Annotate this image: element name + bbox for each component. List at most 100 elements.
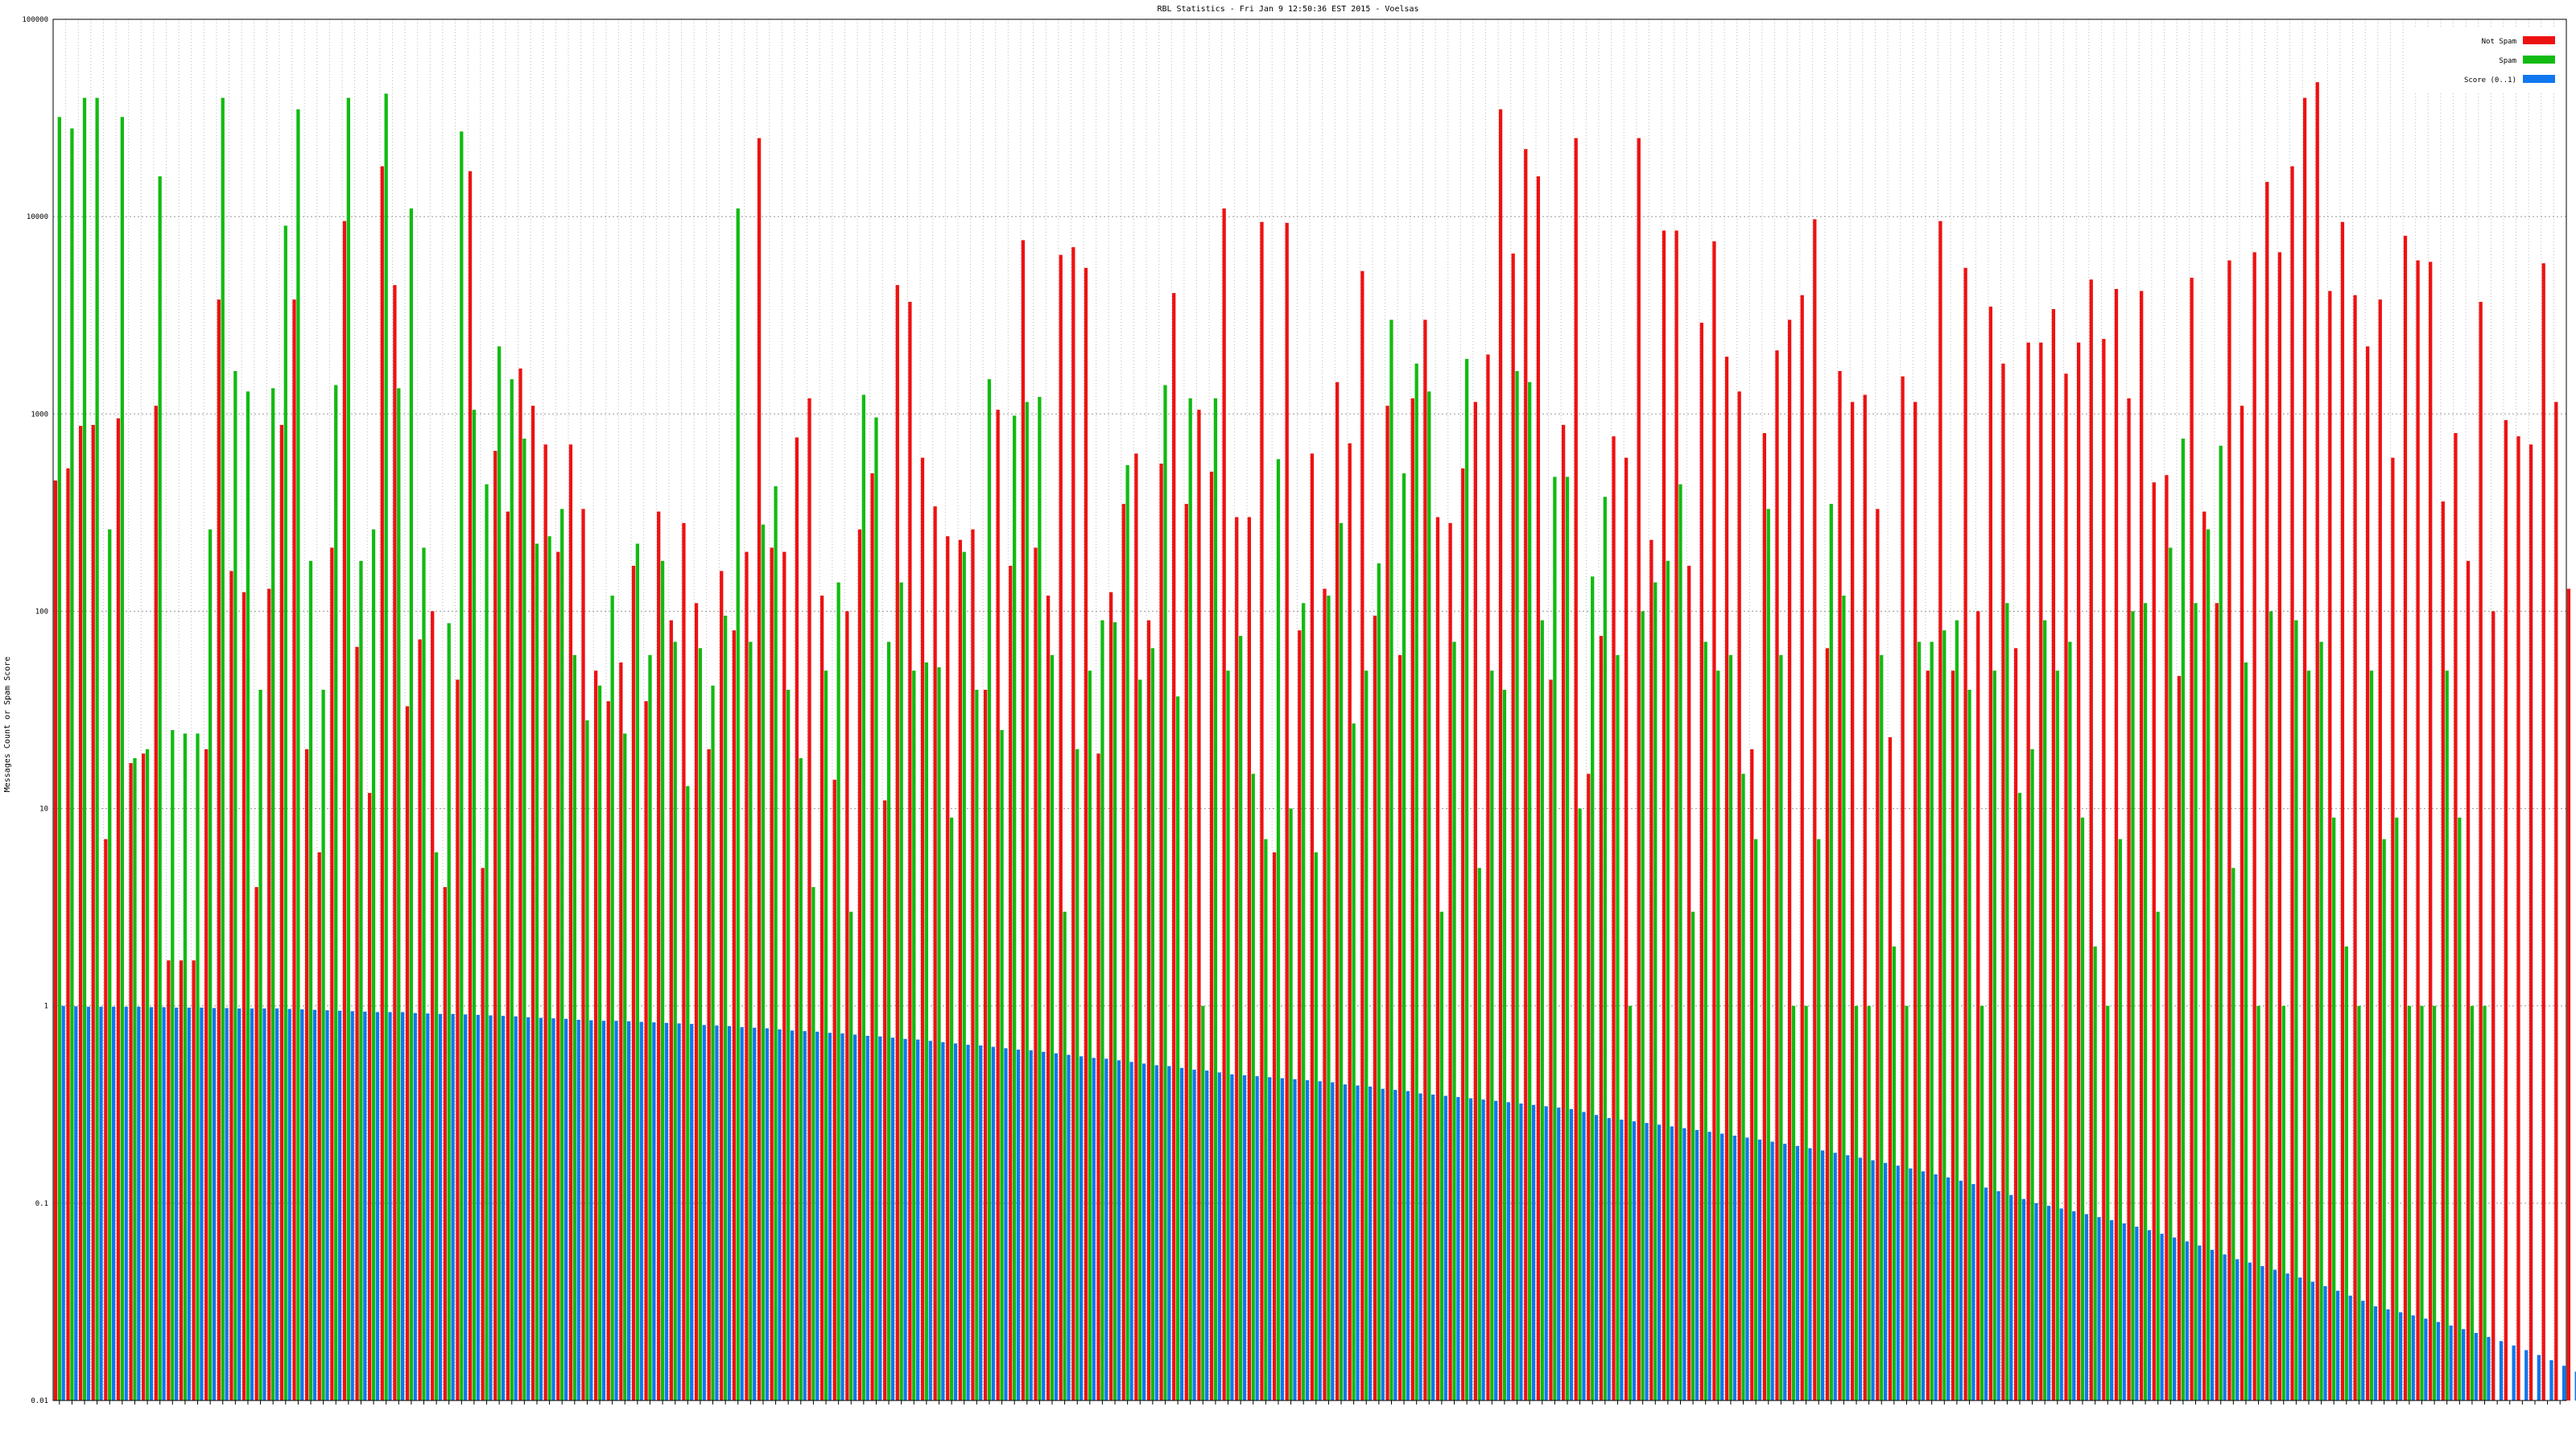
bar-spam: [447, 623, 451, 1400]
bar-spam: [233, 370, 237, 1400]
bar-spam: [861, 394, 865, 1400]
bar-score-0-1: [1846, 1155, 1850, 1400]
bar-spam: [1464, 358, 1469, 1400]
bar-not-spam: [2554, 402, 2558, 1401]
bar-spam: [82, 97, 87, 1401]
bar-not-spam: [79, 426, 83, 1401]
bar-not-spam: [1398, 654, 1402, 1400]
bar-spam: [1754, 839, 1758, 1400]
bar-spam: [2169, 547, 2173, 1400]
bar-spam: [723, 615, 728, 1400]
bar-score-0-1: [1531, 1104, 1536, 1400]
bar-score-0-1: [1443, 1095, 1447, 1400]
bar-spam: [1125, 464, 1129, 1400]
bar-score-0-1: [464, 1014, 468, 1400]
bar-spam: [2206, 529, 2211, 1400]
bar-not-spam: [1084, 267, 1088, 1401]
bar-spam: [2369, 670, 2374, 1400]
bar-not-spam: [1009, 565, 1013, 1400]
bar-spam: [899, 582, 903, 1400]
bar-score-0-1: [2411, 1315, 2415, 1400]
bar-spam: [1150, 648, 1155, 1400]
bar-not-spam: [1536, 176, 1541, 1401]
bar-not-spam: [154, 406, 158, 1401]
bar-score-0-1: [1808, 1148, 1812, 1400]
bar-spam: [886, 641, 891, 1400]
bar-spam: [2319, 641, 2323, 1400]
bar-not-spam: [192, 960, 196, 1400]
bar-score-0-1: [1657, 1124, 1662, 1400]
bar-score-0-1: [2135, 1227, 2139, 1400]
bar-not-spam: [1272, 852, 1277, 1400]
bar-spam: [1728, 654, 1733, 1400]
bar-score-0-1: [162, 1007, 166, 1400]
bar-not-spam: [1046, 596, 1051, 1400]
bar-not-spam: [279, 424, 284, 1400]
bar-not-spam: [807, 398, 811, 1400]
bar-spam: [258, 689, 262, 1400]
bar-spam: [811, 887, 815, 1400]
bar-score-0-1: [225, 1008, 229, 1400]
bar-score-0-1: [564, 1018, 568, 1400]
bar-score-0-1: [1406, 1091, 1410, 1400]
bar-spam: [1188, 398, 1192, 1400]
bar-score-0-1: [1820, 1150, 1825, 1400]
bar-score-0-1: [1921, 1171, 1926, 1400]
bar-score-0-1: [1757, 1139, 1762, 1400]
bar-not-spam: [330, 547, 334, 1400]
bar-score-0-1: [413, 1013, 417, 1400]
bar-not-spam: [983, 689, 988, 1400]
bar-not-spam: [2051, 308, 2056, 1401]
bar-not-spam: [1021, 240, 1026, 1400]
bar-not-spam: [1561, 424, 1566, 1400]
bar-not-spam: [2416, 260, 2420, 1401]
bar-not-spam: [996, 410, 1000, 1400]
bar-spam: [2080, 817, 2085, 1400]
bar-score-0-1: [438, 1013, 443, 1400]
bar-score-0-1: [312, 1009, 317, 1400]
bar-score-0-1: [1418, 1093, 1422, 1400]
bar-spam: [2131, 611, 2135, 1400]
bar-not-spam: [908, 301, 912, 1400]
bar-not-spam: [1762, 433, 1767, 1401]
bar-score-0-1: [852, 1034, 857, 1400]
bar-not-spam: [2454, 433, 2458, 1401]
bar-spam: [2281, 1005, 2285, 1400]
bar-not-spam: [1750, 749, 1754, 1400]
bar-score-0-1: [2210, 1249, 2215, 1400]
bar-spam: [321, 689, 325, 1400]
bar-spam: [1867, 1005, 1871, 1400]
bar-spam: [308, 560, 313, 1400]
bar-spam: [2483, 1005, 2487, 1400]
bar-spam: [1716, 670, 1720, 1400]
bar-not-spam: [1360, 270, 1364, 1401]
bar-spam: [2420, 1005, 2424, 1400]
bar-spam: [597, 685, 602, 1400]
bar-score-0-1: [2084, 1214, 2089, 1400]
bar-score-0-1: [890, 1037, 895, 1400]
bar-score-0-1: [2072, 1211, 2076, 1400]
bar-score-0-1: [677, 1023, 681, 1400]
bar-not-spam: [2541, 263, 2545, 1401]
bar-spam: [2017, 793, 2022, 1400]
bar-score-0-1: [878, 1036, 882, 1400]
bar-spam: [975, 689, 979, 1400]
bar-not-spam: [2152, 482, 2156, 1400]
bar-not-spam: [1549, 679, 1553, 1400]
bar-spam: [359, 560, 363, 1400]
bar-score-0-1: [1067, 1054, 1071, 1400]
bar-spam: [1226, 670, 1230, 1400]
bar-spam: [949, 817, 954, 1400]
bar-not-spam: [418, 639, 422, 1400]
bar-not-spam: [53, 480, 58, 1400]
bar-score-0-1: [1670, 1126, 1674, 1400]
bar-score-0-1: [1141, 1063, 1146, 1400]
bar-not-spam: [91, 424, 95, 1400]
bar-score-0-1: [2046, 1206, 2051, 1400]
bar-spam: [1817, 839, 1821, 1400]
bar-not-spam: [342, 221, 347, 1400]
bar-spam: [1289, 808, 1293, 1400]
bar-not-spam: [1410, 398, 1414, 1400]
bar-not-spam: [2504, 420, 2508, 1400]
bar-score-0-1: [1368, 1086, 1373, 1400]
